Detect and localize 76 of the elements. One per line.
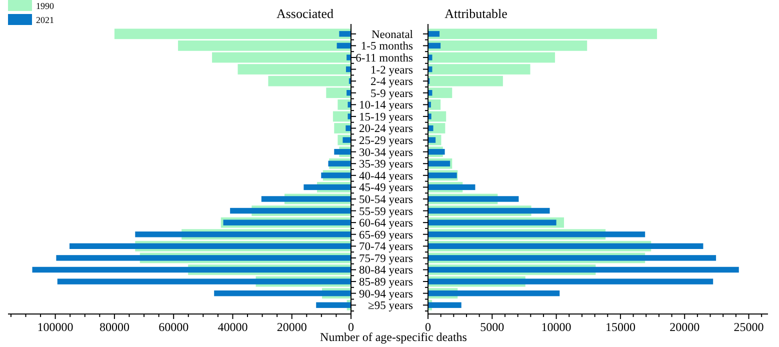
x-tick-label: 60000: [158, 320, 189, 334]
y-tick-label: 20-24 years: [359, 123, 414, 136]
y-tick-label: 2-4 years: [370, 76, 414, 88]
bar: [346, 54, 351, 60]
bar: [328, 160, 351, 166]
bar: [348, 114, 351, 120]
bar: [428, 290, 560, 296]
chart-title: Attributable: [444, 6, 508, 21]
y-tick-label: 1-5 months: [360, 40, 414, 53]
y-tick-label: 25-29 years: [359, 135, 414, 148]
bar: [316, 302, 351, 308]
bar: [321, 172, 351, 178]
bar: [230, 208, 351, 214]
y-tick-label: 5-9 years: [370, 88, 414, 100]
bar: [336, 42, 351, 49]
x-tick-label: 20000: [276, 320, 307, 334]
bar: [214, 290, 351, 296]
legend-label: 2021: [36, 15, 54, 25]
bar: [261, 196, 351, 202]
bar: [428, 232, 646, 238]
y-tick-label: 50-54 years: [359, 194, 414, 206]
legend-label: 1990: [36, 1, 54, 11]
bar: [428, 266, 739, 273]
bar: [428, 31, 440, 37]
bar: [342, 137, 351, 143]
y-tick-label: Neonatal: [371, 28, 413, 41]
bar: [428, 114, 432, 120]
y-tick-label: 85-89 years: [359, 276, 414, 289]
bar: [428, 137, 436, 143]
y-tick-label: 10-14 years: [359, 100, 414, 112]
bar: [70, 243, 351, 249]
bar: [304, 184, 351, 190]
y-tick-label: 55-59 years: [359, 206, 414, 218]
y-tick-label: 15-19 years: [359, 111, 414, 124]
bar: [428, 160, 450, 166]
y-tick-label: 60-64 years: [359, 218, 414, 230]
y-tick-label: 90-94 years: [359, 288, 414, 300]
x-tick-label: 15000: [605, 320, 636, 334]
bar: [223, 220, 351, 226]
bar: [428, 42, 441, 49]
y-tick-label: 45-49 years: [359, 182, 414, 194]
y-tick-label: 80-84 years: [359, 264, 414, 277]
bar: [428, 196, 519, 202]
bar: [32, 266, 351, 273]
bar: [57, 278, 351, 284]
y-tick-label: 70-74 years: [359, 241, 414, 254]
y-tick-label: 75-79 years: [359, 252, 414, 265]
x-tick-label: 25000: [734, 320, 764, 334]
bar: [428, 220, 556, 226]
y-tick-label: 1-2 years: [370, 64, 414, 76]
bar: [428, 302, 462, 308]
bar: [428, 255, 716, 261]
y-tick-label: 30-34 years: [359, 146, 414, 159]
bar: [428, 243, 704, 249]
bar: [428, 278, 714, 284]
x-tick-label: 40000: [218, 320, 248, 334]
y-tick-label: 35-39 years: [359, 158, 414, 171]
bar: [339, 31, 351, 37]
x-tick-label: 80000: [99, 320, 130, 334]
y-tick-label: ≥95 years: [368, 300, 414, 312]
bar: [334, 148, 351, 155]
x-tick-label: 20000: [670, 320, 700, 334]
bar: [428, 208, 550, 214]
chart-title: Associated: [276, 6, 334, 21]
x-tick-label: 5000: [480, 320, 504, 334]
y-tick-label: 65-69 years: [359, 229, 414, 242]
bar: [428, 125, 434, 132]
bar: [346, 125, 351, 132]
bar: [135, 232, 351, 238]
bar: [56, 255, 351, 261]
x-tick-label: 10000: [541, 320, 572, 334]
y-tick-label: 40-44 years: [359, 170, 414, 182]
bar: [428, 172, 457, 178]
bar: [428, 184, 476, 190]
y-tick-label: 6-11 months: [356, 52, 414, 64]
x-tick-label: 100000: [37, 320, 74, 334]
